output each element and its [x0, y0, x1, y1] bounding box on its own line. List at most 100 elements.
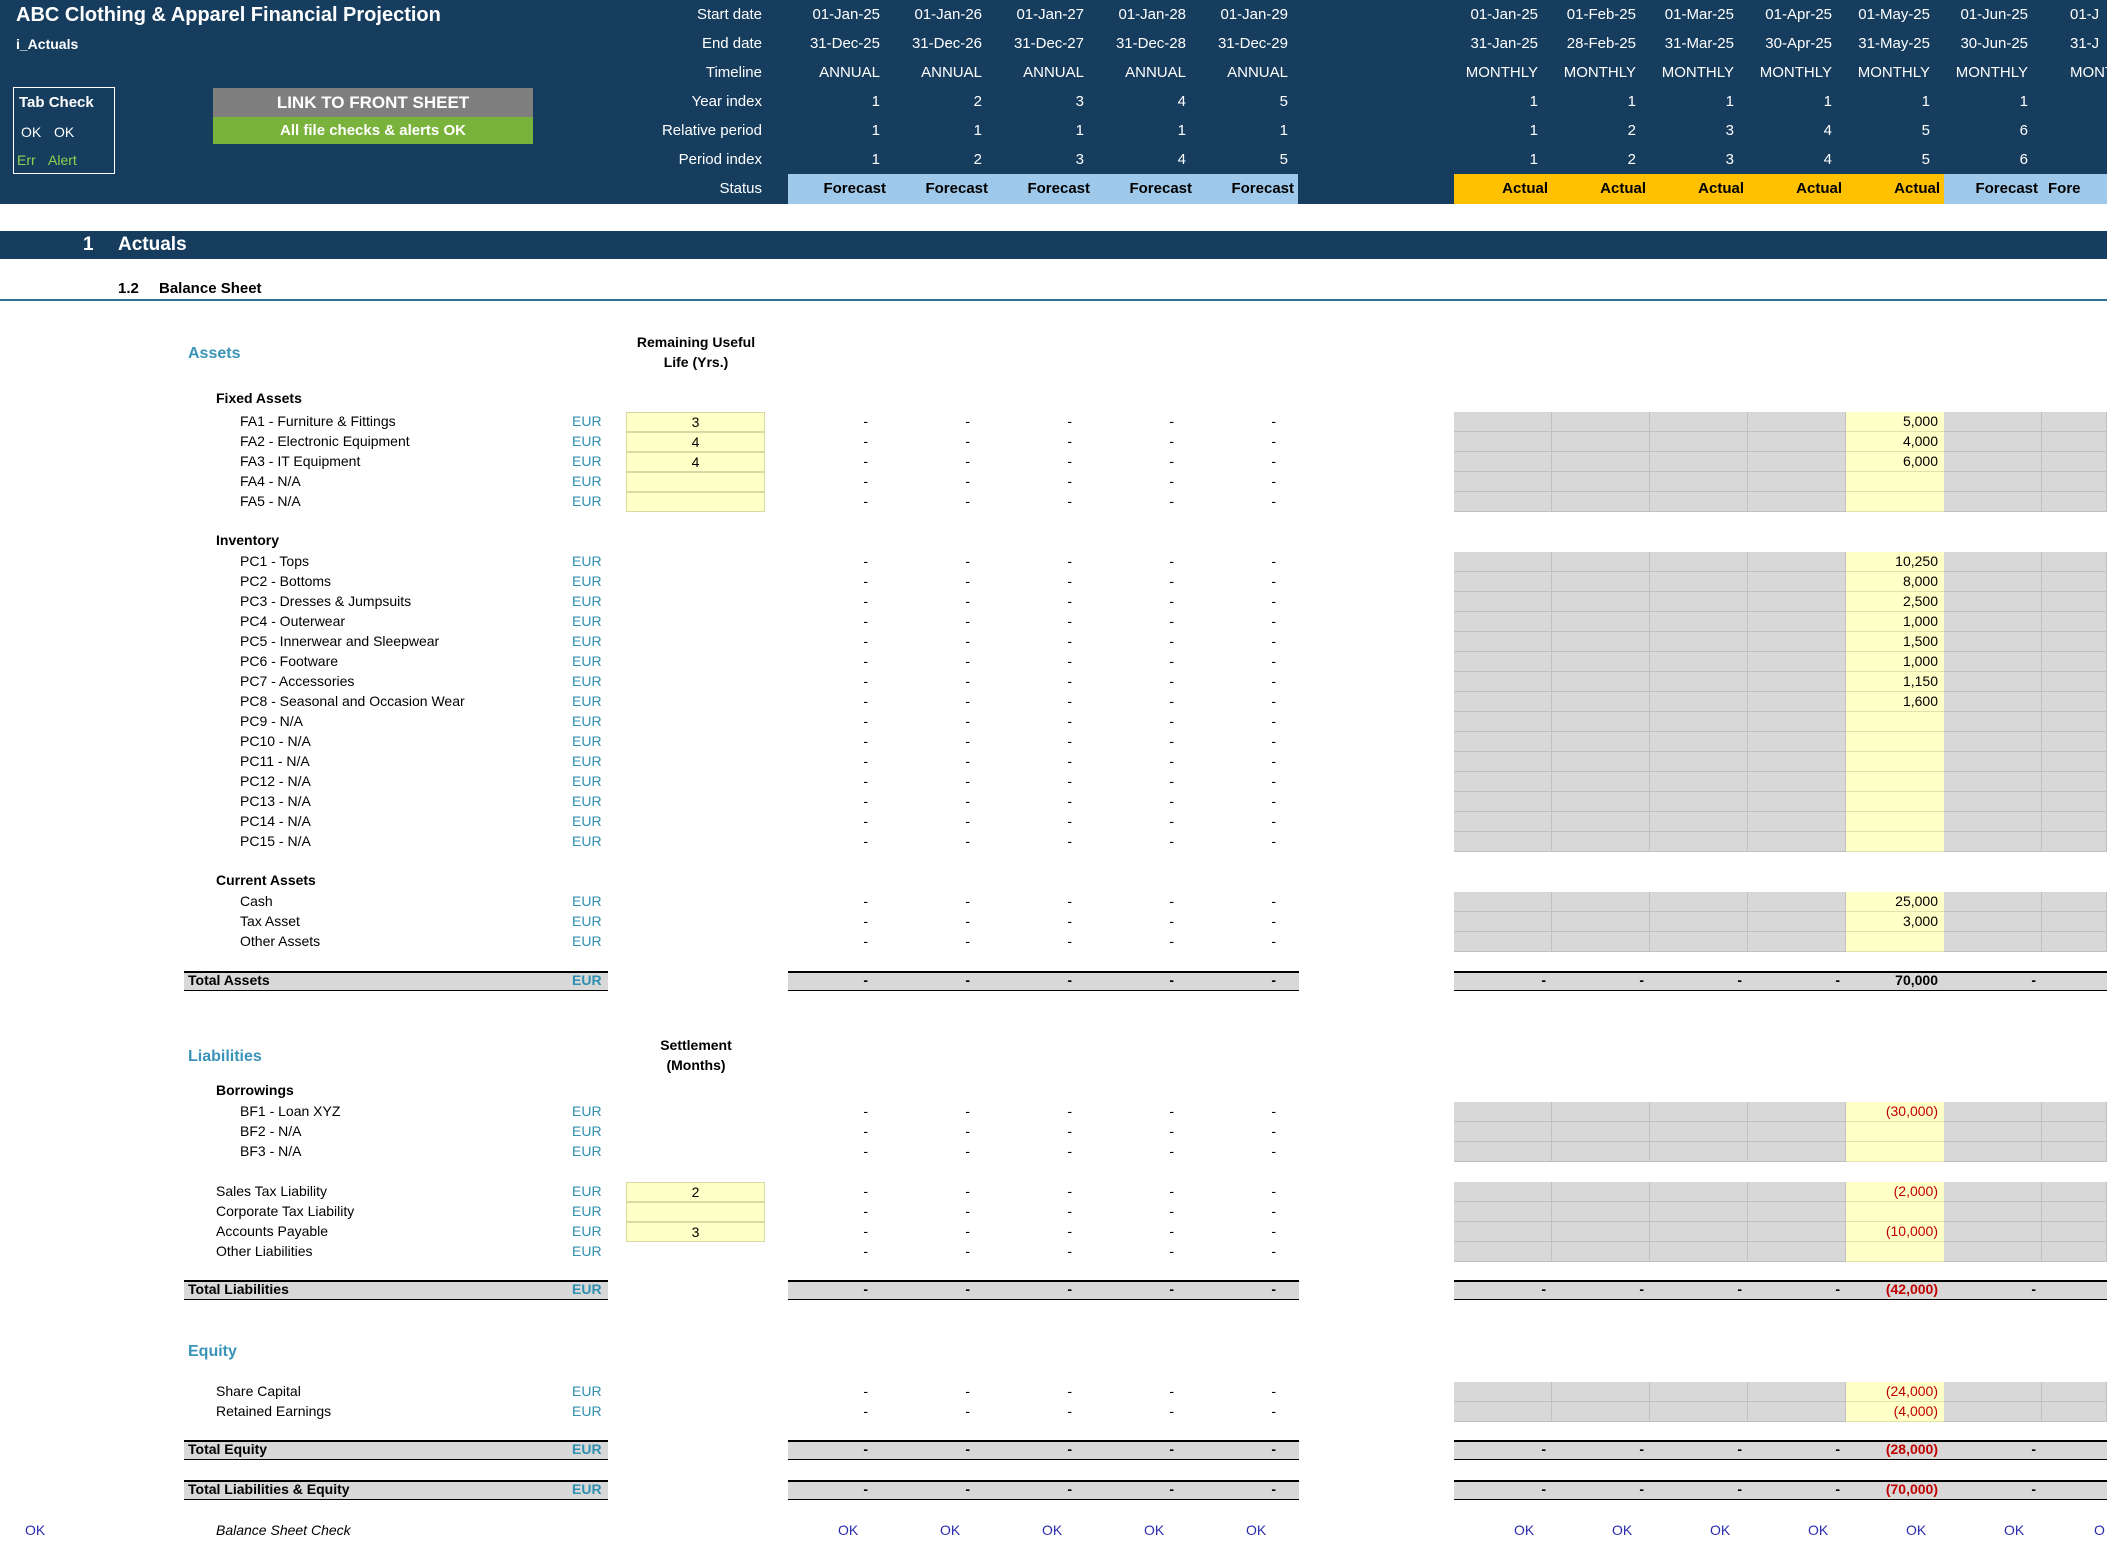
actual-input-cell-empty[interactable]	[1944, 1102, 2042, 1122]
actual-input-cell-empty[interactable]	[1748, 692, 1846, 712]
actual-input-cell[interactable]: 1,000	[1846, 612, 1944, 632]
actual-input-cell-empty[interactable]	[1454, 752, 1552, 772]
actual-input-cell-empty[interactable]	[1944, 412, 2042, 432]
actual-input-cell-empty[interactable]	[1944, 932, 2042, 952]
actual-input-cell-empty[interactable]	[1944, 712, 2042, 732]
actual-input-cell[interactable]: 1,150	[1846, 672, 1944, 692]
actual-input-cell[interactable]: 1,600	[1846, 692, 1944, 712]
actual-input-cell-empty[interactable]	[1944, 692, 2042, 712]
actual-input-cell-empty[interactable]	[2042, 1102, 2107, 1122]
actual-input-cell-empty[interactable]	[1650, 1122, 1748, 1142]
actual-input-cell[interactable]: 1,500	[1846, 632, 1944, 652]
actual-input-cell-empty[interactable]	[1650, 1102, 1748, 1122]
actual-input-cell-empty[interactable]	[1552, 1382, 1650, 1402]
actual-input-cell-empty[interactable]	[1454, 1122, 1552, 1142]
actual-input-cell-empty[interactable]	[1748, 1222, 1846, 1242]
actual-input-cell-empty[interactable]	[1650, 472, 1748, 492]
actual-input-cell-empty[interactable]	[1552, 712, 1650, 732]
actual-input-cell-empty[interactable]	[1650, 732, 1748, 752]
assumption-input-cell[interactable]: 3	[626, 1222, 765, 1242]
actual-input-cell-empty[interactable]	[1552, 652, 1650, 672]
actual-input-cell[interactable]: 1,000	[1846, 652, 1944, 672]
actual-input-cell-empty[interactable]	[1748, 1182, 1846, 1202]
actual-input-cell-empty[interactable]	[1944, 1222, 2042, 1242]
actual-input-cell-empty[interactable]	[2042, 932, 2107, 952]
actual-input-cell-empty[interactable]	[1454, 892, 1552, 912]
actual-input-cell-empty[interactable]	[1944, 792, 2042, 812]
assumption-input-cell[interactable]	[626, 492, 765, 512]
actual-input-cell-empty[interactable]	[2042, 632, 2107, 652]
actual-input-cell-empty[interactable]	[1650, 832, 1748, 852]
actual-input-cell-empty[interactable]	[2042, 1142, 2107, 1162]
actual-input-cell-empty[interactable]	[1650, 572, 1748, 592]
actual-input-cell-empty[interactable]	[1552, 912, 1650, 932]
actual-input-cell-empty[interactable]	[1650, 412, 1748, 432]
actual-input-cell-empty[interactable]	[1650, 432, 1748, 452]
actual-input-cell-empty[interactable]	[1748, 612, 1846, 632]
actual-input-cell[interactable]: (30,000)	[1846, 1102, 1944, 1122]
actual-input-cell-empty[interactable]	[2042, 812, 2107, 832]
actual-input-cell-empty[interactable]	[2042, 912, 2107, 932]
actual-input-cell-empty[interactable]	[1748, 1242, 1846, 1262]
actual-input-cell-empty[interactable]	[1944, 1182, 2042, 1202]
actual-input-cell-empty[interactable]	[1552, 592, 1650, 612]
actual-input-cell-empty[interactable]	[1944, 892, 2042, 912]
actual-input-cell-empty[interactable]	[1454, 732, 1552, 752]
actual-input-cell[interactable]	[1846, 772, 1944, 792]
actual-input-cell-empty[interactable]	[1650, 452, 1748, 472]
actual-input-cell-empty[interactable]	[1552, 612, 1650, 632]
link-to-front-sheet-button[interactable]: LINK TO FRONT SHEET	[213, 88, 533, 117]
actual-input-cell-empty[interactable]	[1454, 812, 1552, 832]
actual-input-cell-empty[interactable]	[1650, 1222, 1748, 1242]
actual-input-cell-empty[interactable]	[1552, 1142, 1650, 1162]
actual-input-cell-empty[interactable]	[1650, 552, 1748, 572]
actual-input-cell-empty[interactable]	[2042, 572, 2107, 592]
actual-input-cell-empty[interactable]	[2042, 752, 2107, 772]
actual-input-cell-empty[interactable]	[1944, 652, 2042, 672]
actual-input-cell-empty[interactable]	[1944, 912, 2042, 932]
actual-input-cell-empty[interactable]	[1454, 912, 1552, 932]
actual-input-cell-empty[interactable]	[1944, 1122, 2042, 1142]
actual-input-cell-empty[interactable]	[1944, 732, 2042, 752]
actual-input-cell-empty[interactable]	[1552, 492, 1650, 512]
actual-input-cell-empty[interactable]	[1454, 1382, 1552, 1402]
actual-input-cell-empty[interactable]	[1650, 772, 1748, 792]
actual-input-cell-empty[interactable]	[2042, 892, 2107, 912]
actual-input-cell-empty[interactable]	[2042, 492, 2107, 512]
actual-input-cell-empty[interactable]	[1454, 1142, 1552, 1162]
actual-input-cell-empty[interactable]	[1944, 432, 2042, 452]
actual-input-cell-empty[interactable]	[1650, 1202, 1748, 1222]
actual-input-cell-empty[interactable]	[1748, 912, 1846, 932]
actual-input-cell-empty[interactable]	[1454, 592, 1552, 612]
actual-input-cell-empty[interactable]	[1552, 692, 1650, 712]
actual-input-cell-empty[interactable]	[2042, 432, 2107, 452]
actual-input-cell-empty[interactable]	[2042, 1202, 2107, 1222]
actual-input-cell-empty[interactable]	[2042, 692, 2107, 712]
actual-input-cell-empty[interactable]	[1552, 472, 1650, 492]
actual-input-cell-empty[interactable]	[2042, 832, 2107, 852]
actual-input-cell-empty[interactable]	[2042, 592, 2107, 612]
actual-input-cell-empty[interactable]	[2042, 472, 2107, 492]
actual-input-cell[interactable]	[1846, 732, 1944, 752]
actual-input-cell-empty[interactable]	[1650, 1402, 1748, 1422]
actual-input-cell-empty[interactable]	[1650, 752, 1748, 772]
actual-input-cell-empty[interactable]	[2042, 792, 2107, 812]
actual-input-cell-empty[interactable]	[2042, 1382, 2107, 1402]
actual-input-cell-empty[interactable]	[1944, 632, 2042, 652]
actual-input-cell-empty[interactable]	[1748, 492, 1846, 512]
actual-input-cell-empty[interactable]	[2042, 1222, 2107, 1242]
actual-input-cell[interactable]: 10,250	[1846, 552, 1944, 572]
actual-input-cell-empty[interactable]	[2042, 612, 2107, 632]
actual-input-cell-empty[interactable]	[1748, 772, 1846, 792]
actual-input-cell[interactable]: 3,000	[1846, 912, 1944, 932]
actual-input-cell-empty[interactable]	[1748, 892, 1846, 912]
actual-input-cell-empty[interactable]	[1748, 452, 1846, 472]
actual-input-cell-empty[interactable]	[1552, 1102, 1650, 1122]
actual-input-cell-empty[interactable]	[1748, 792, 1846, 812]
actual-input-cell-empty[interactable]	[1650, 1242, 1748, 1262]
actual-input-cell[interactable]	[1846, 1142, 1944, 1162]
actual-input-cell-empty[interactable]	[1552, 832, 1650, 852]
actual-input-cell-empty[interactable]	[1552, 1202, 1650, 1222]
actual-input-cell[interactable]: 8,000	[1846, 572, 1944, 592]
actual-input-cell-empty[interactable]	[1944, 472, 2042, 492]
